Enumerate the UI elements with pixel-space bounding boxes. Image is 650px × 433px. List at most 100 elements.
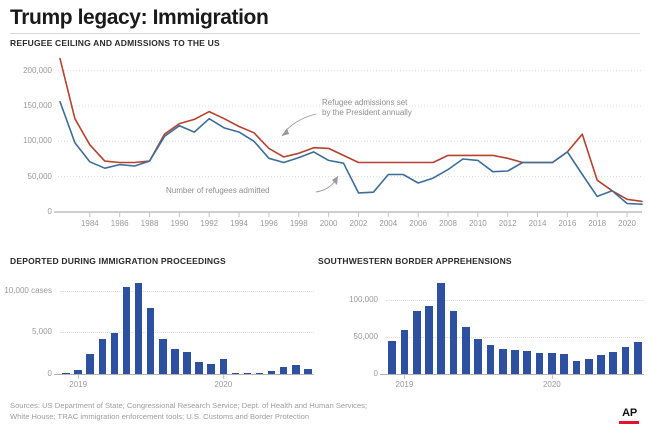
bar (634, 342, 642, 374)
line-chart-x-tick: 2004 (379, 219, 398, 228)
line-chart-title: REFUGEE CEILING AND ADMISSIONS TO THE US (10, 38, 220, 48)
bar (110, 333, 119, 374)
bar (62, 373, 70, 374)
bar (146, 308, 155, 374)
bar (255, 372, 264, 374)
bar (171, 349, 179, 374)
line-chart-x-tick: 1984 (80, 219, 99, 228)
line-chart-x-tick: 1986 (110, 219, 129, 228)
bar (74, 370, 82, 374)
bar-chart-x-tick: 2019 (69, 380, 88, 389)
line-chart-x-tick: 2020 (618, 219, 636, 228)
bar-chart-gridline (60, 332, 314, 334)
bar (388, 341, 396, 374)
page-title: Trump legacy: Immigration (10, 6, 269, 29)
bar (183, 351, 191, 374)
line-chart-y-tick: 200,000 (23, 65, 52, 75)
line-chart-y-tick: 150,000 (23, 100, 52, 110)
line-chart-x-tick: 1998 (289, 219, 308, 228)
annotation-refugee-ceiling: Refugee admissions set by the President … (322, 98, 412, 118)
bar-chart-y-tick: 5,000 (31, 327, 52, 337)
bar (400, 330, 409, 374)
bar-chart-y-tick: 0 (47, 369, 52, 378)
bar (195, 361, 203, 374)
bar (243, 373, 252, 374)
line-chart-x-tick: 1988 (140, 219, 159, 228)
bar-chart-x-tick: 2020 (542, 380, 561, 389)
bar-chart-y-tick: 100,000 (349, 294, 378, 304)
bar (280, 367, 288, 374)
line-chart-x-tick: 2014 (528, 219, 547, 228)
bar (609, 351, 618, 374)
bar-chart-x-tick-mark (404, 375, 406, 379)
line-chart-x-tick: 2002 (349, 219, 368, 228)
line-chart-x-tick: 2016 (558, 219, 577, 228)
line-chart-x-tick: 1992 (200, 219, 219, 228)
line-chart-x-tick: 2000 (319, 219, 338, 228)
bar (231, 372, 240, 374)
apprehensions-chart-title: SOUTHWESTERN BORDER APPREHENSIONS (318, 256, 512, 266)
bar (597, 355, 605, 374)
bar (159, 339, 167, 374)
line-chart-x-tick: 2010 (468, 219, 487, 228)
bar-chart-x-tick: 2020 (214, 380, 233, 389)
bar-chart-gridline (386, 299, 644, 301)
annotation-ceiling-line1: Refugee admissions set (322, 98, 408, 107)
line-chart-x-tick: 2018 (588, 219, 607, 228)
bar-chart-x-tick-mark (223, 375, 225, 379)
title-divider (10, 33, 640, 34)
bar-chart-y-tick: 0 (373, 369, 378, 378)
bar (474, 339, 482, 374)
bar (486, 345, 495, 374)
bar-chart-gridline (60, 290, 314, 292)
bar-chart-baseline (380, 374, 644, 375)
bar (437, 282, 446, 374)
bar (292, 364, 300, 374)
bar (535, 352, 544, 374)
bar-chart-y-tick: 50,000 (353, 331, 378, 341)
bar (621, 346, 630, 374)
bar (425, 305, 433, 374)
bar (122, 287, 131, 374)
ap-logo: AP (622, 407, 637, 419)
bar (219, 359, 228, 374)
bar (560, 354, 568, 374)
bar (572, 361, 581, 374)
ceiling-series-line (59, 57, 643, 203)
annotation-refugees-admitted: Number of refugees admitted (166, 186, 270, 195)
bar (462, 327, 470, 374)
bar (523, 351, 532, 374)
annotation-ceiling-line2: by the President annually (322, 108, 412, 117)
bar (449, 311, 458, 374)
line-chart-x-tick: 1996 (260, 219, 278, 228)
line-chart-y-tick: 100,000 (23, 136, 52, 146)
line-chart-x-tick: 1994 (230, 219, 248, 228)
deported-bar-chart: 2019 2020 0 5,000 10,000 cases (0, 268, 320, 390)
bar-chart-baseline (54, 374, 314, 375)
line-chart-x-tick: 1990 (170, 219, 189, 228)
line-chart-x-tick: 2006 (409, 219, 428, 228)
bar (304, 369, 312, 374)
bar (134, 283, 143, 374)
bar-chart-x-tick-mark (78, 375, 80, 379)
bar (412, 311, 421, 374)
bar (548, 353, 556, 374)
bar-chart-x-tick-mark (551, 375, 553, 379)
bar-chart-y-tick: 10,000 cases (4, 285, 52, 295)
sources-note: Sources: US Department of State; Congres… (10, 401, 367, 422)
bar (98, 339, 107, 374)
bar-chart-gridline (386, 336, 644, 338)
bar (267, 370, 276, 374)
sources-line-1: Sources: US Department of State; Congres… (10, 401, 368, 410)
line-chart-y-tick: 0 (47, 207, 52, 216)
bar (498, 348, 507, 374)
bar (584, 359, 593, 374)
bar-chart-x-tick: 2019 (395, 380, 414, 389)
bar (86, 354, 94, 374)
bar (511, 349, 519, 374)
refugee-line-chart: 0 50,000 100,000 150,000 200,000 1984 1986 198… (0, 52, 650, 237)
line-chart-x-tick: 2012 (498, 219, 517, 228)
ap-logo-underline (619, 421, 639, 424)
admissions-series-line (59, 100, 643, 205)
